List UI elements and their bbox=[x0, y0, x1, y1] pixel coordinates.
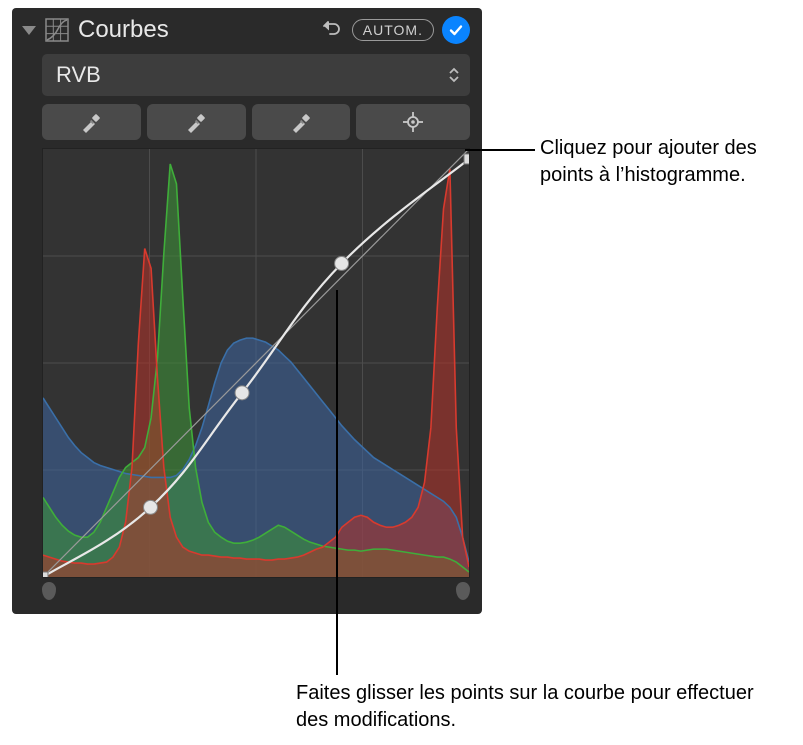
callout-line bbox=[465, 149, 535, 151]
add-point-button[interactable] bbox=[356, 104, 470, 140]
chart-wrap bbox=[42, 148, 470, 604]
black-point-eyedropper[interactable] bbox=[42, 104, 141, 140]
callout-add-point: Cliquez pour ajouter des points à l’hist… bbox=[540, 135, 790, 189]
tool-row bbox=[12, 104, 482, 148]
enabled-toggle[interactable] bbox=[442, 16, 470, 44]
gray-point-eyedropper[interactable] bbox=[147, 104, 246, 140]
undo-icon[interactable] bbox=[318, 17, 344, 43]
channel-select[interactable]: RVB bbox=[42, 54, 470, 96]
curves-icon bbox=[44, 17, 70, 43]
channel-selected-label: RVB bbox=[56, 62, 101, 88]
white-point-eyedropper[interactable] bbox=[252, 104, 351, 140]
range-slider bbox=[42, 582, 470, 604]
white-point-handle[interactable] bbox=[456, 582, 470, 600]
disclosure-triangle[interactable] bbox=[22, 26, 36, 35]
panel-header: Courbes AUTOM. bbox=[12, 8, 482, 54]
auto-button[interactable]: AUTOM. bbox=[352, 19, 434, 41]
callout-drag-points: Faites glisser les points sur la courbe … bbox=[296, 680, 776, 734]
channel-row: RVB bbox=[12, 54, 482, 104]
panel-title: Courbes bbox=[78, 16, 310, 44]
black-point-handle[interactable] bbox=[42, 582, 56, 600]
callout-line bbox=[336, 290, 338, 675]
curves-chart[interactable] bbox=[42, 148, 470, 578]
stepper-icon bbox=[448, 66, 460, 84]
curves-panel: Courbes AUTOM. RVB bbox=[12, 8, 482, 614]
